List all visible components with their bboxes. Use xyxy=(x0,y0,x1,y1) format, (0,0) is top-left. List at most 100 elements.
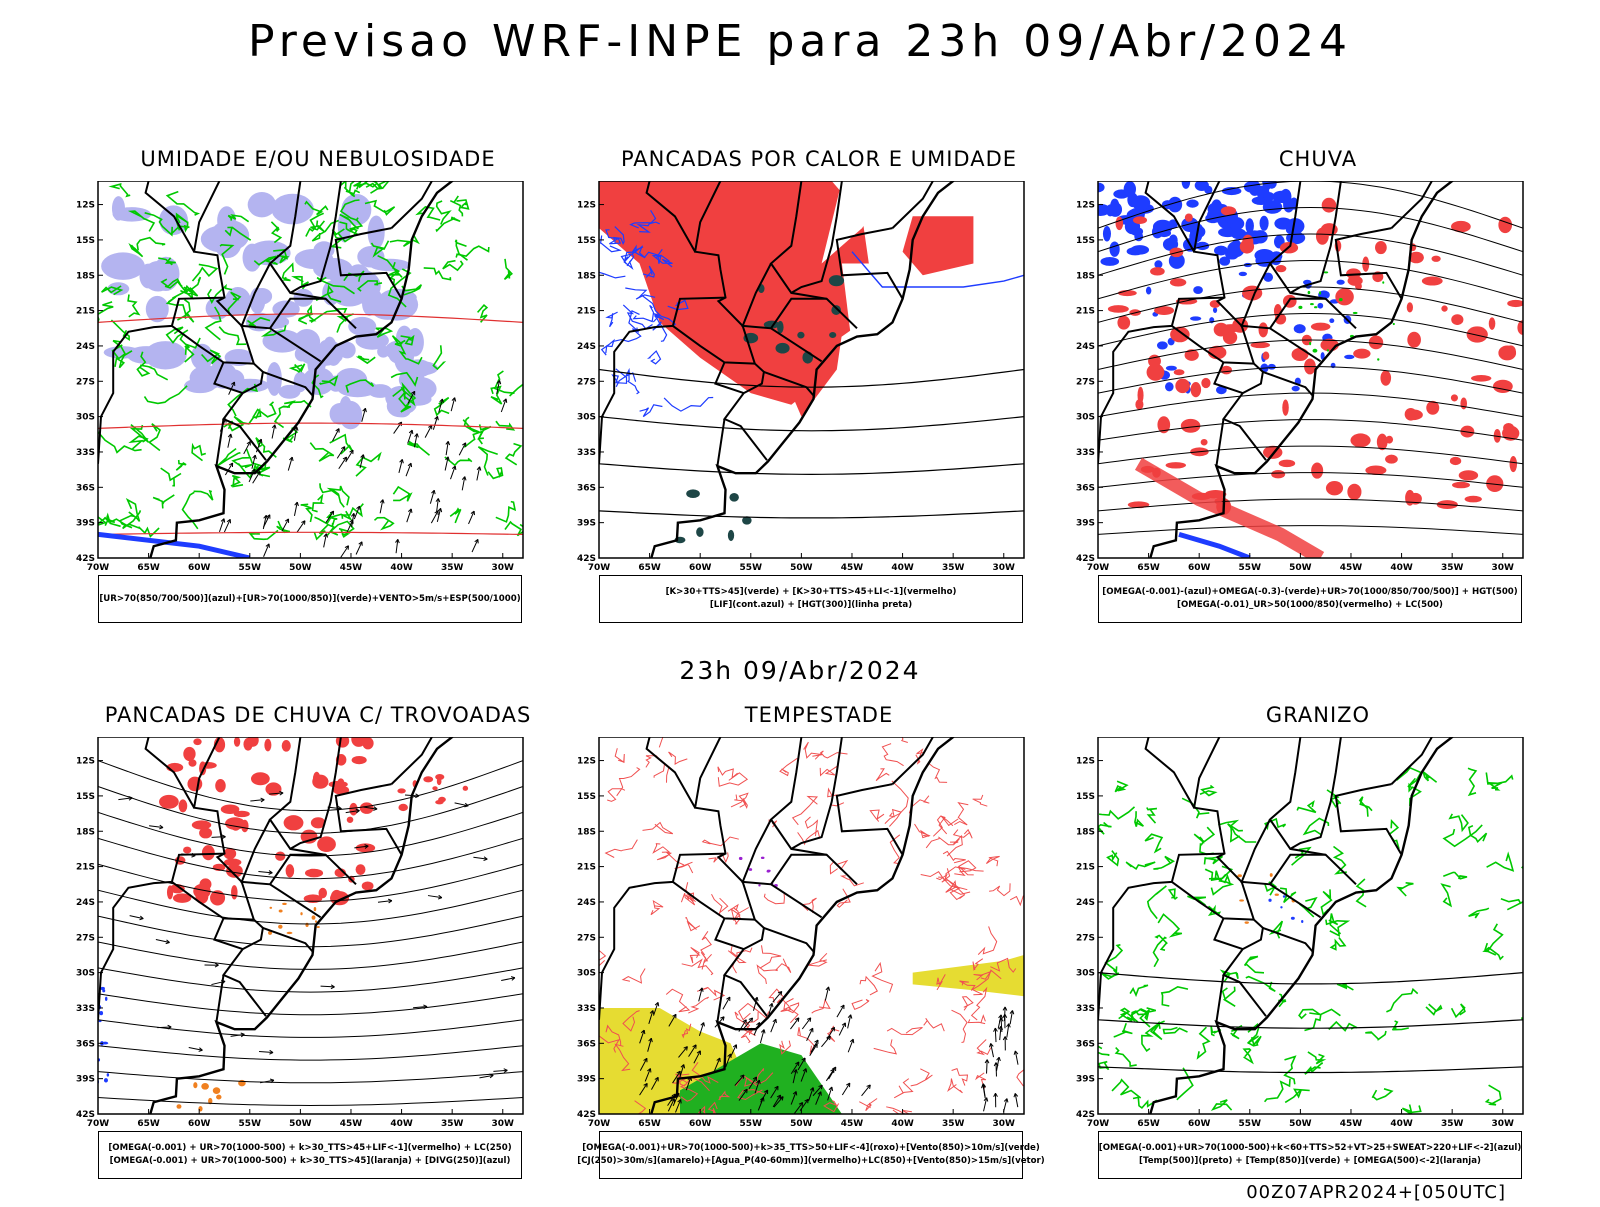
legend-line: [Temp(500)](preto) + [Temp(850)](verde) … xyxy=(1139,1155,1481,1168)
humidity-upper-area xyxy=(248,192,276,217)
thunderstorm-red-area xyxy=(362,737,373,749)
omega-blue-area xyxy=(1222,187,1242,195)
omega-blue-area xyxy=(1213,307,1217,313)
omega-blue-area xyxy=(1131,195,1150,210)
omega-red-area xyxy=(1386,436,1393,444)
map-background xyxy=(98,737,523,1114)
lat-tick-label: 12S xyxy=(1076,757,1095,767)
thunderstorm-red-area xyxy=(352,756,367,764)
lon-tick-label: 50W xyxy=(289,1119,312,1129)
orange-area xyxy=(287,932,293,934)
orange-area xyxy=(278,925,282,929)
wind-vector xyxy=(813,1088,814,1092)
lon-tick-label: 30W xyxy=(1492,563,1515,573)
lat-tick-label: 33S xyxy=(1076,1004,1095,1014)
wind-vector xyxy=(796,1091,797,1095)
orange-area xyxy=(305,923,308,927)
hail-blue-area xyxy=(1301,920,1303,923)
lat-tick-label: 39S xyxy=(577,1075,596,1085)
thunderstorm-red-area xyxy=(423,776,433,782)
lon-tick-label: 30W xyxy=(492,1119,515,1129)
lat-tick-label: 24S xyxy=(577,898,596,908)
thunderstorm-red-area xyxy=(231,885,238,899)
thunderstorm-red-area xyxy=(317,836,336,852)
lat-tick-label: 15S xyxy=(577,236,596,246)
lon-tick-label: 50W xyxy=(289,563,312,573)
lat-tick-label: 39S xyxy=(1076,519,1095,529)
omega-red-area xyxy=(1185,213,1193,221)
lat-tick-label: 12S xyxy=(76,201,95,211)
lat-tick-label: 18S xyxy=(577,271,596,281)
omega-green-area xyxy=(1353,312,1358,314)
omega-blue-area xyxy=(1263,192,1274,201)
omega-green-area xyxy=(1393,323,1395,325)
legend-line: [CJ(250)>30m/s](amarelo)+[Agua_P(40-60mm… xyxy=(577,1155,1044,1168)
thunderstorm-red-area xyxy=(183,847,191,854)
thunderstorm-red-area xyxy=(264,739,271,752)
humidity-upper-area xyxy=(101,252,145,279)
legend-caption: [OMEGA(-0.001) + UR>70(1000-500) + k>30_… xyxy=(98,1131,522,1179)
hail-blue-area xyxy=(1280,906,1282,908)
lat-tick-label: 33S xyxy=(577,448,596,458)
divergence-blue-area xyxy=(99,1011,103,1015)
omega-red-area xyxy=(1450,457,1461,465)
omega-red-area xyxy=(1221,324,1241,332)
lon-tick-label: 55W xyxy=(1239,563,1262,573)
legend-caption: [OMEGA(-0.001)+UR>70(1000-500)+k<60+TTS>… xyxy=(1098,1131,1522,1179)
instability-green-area xyxy=(775,343,789,354)
lon-tick-label: 60W xyxy=(188,1119,211,1129)
lon-tick-label: 60W xyxy=(689,563,712,573)
hail-blue-area xyxy=(1291,917,1295,920)
instability-green-area xyxy=(696,527,703,537)
omega-red-area xyxy=(1166,462,1186,468)
hail-blue-area xyxy=(1268,899,1271,902)
lat-tick-label: 27S xyxy=(1076,377,1095,387)
omega-red-area xyxy=(1350,433,1370,447)
lon-tick-label: 55W xyxy=(239,563,262,573)
omega-red-area xyxy=(1369,335,1383,349)
legend-line: [K>30+TTS>45](verde) + [K>30+TTS>45+LI<-… xyxy=(666,586,957,599)
divergence-blue-area xyxy=(102,1042,108,1045)
omega-orange-area xyxy=(1239,899,1244,901)
omega-red-area xyxy=(1431,256,1440,262)
omega-blue-area xyxy=(1344,355,1354,359)
wind-vector xyxy=(798,1018,799,1022)
lon-tick-label: 45W xyxy=(1340,1119,1363,1129)
lon-tick-label: 55W xyxy=(740,1119,763,1129)
divergence-blue-area xyxy=(104,1078,108,1082)
thunderstorm-red-area xyxy=(225,817,245,830)
orange-area xyxy=(269,907,272,909)
omega-red-area xyxy=(1451,394,1458,401)
lat-tick-label: 36S xyxy=(577,483,596,493)
omega-red-area xyxy=(1108,305,1129,313)
lat-tick-label: 15S xyxy=(76,792,95,802)
lon-tick-label: 70W xyxy=(87,1119,110,1129)
severe-purple-area xyxy=(758,884,760,886)
lon-tick-label: 35W xyxy=(942,563,965,573)
wind-vector xyxy=(731,1054,732,1058)
omega-red-area xyxy=(1405,408,1417,421)
humidity-upper-area xyxy=(339,401,362,429)
wind-vector xyxy=(853,1039,854,1043)
orange-area xyxy=(193,1082,197,1088)
orange-area xyxy=(279,910,283,913)
lon-tick-label: 40W xyxy=(1390,563,1413,573)
map-layers xyxy=(95,181,528,564)
orange-area xyxy=(312,915,316,919)
instability-green-area xyxy=(729,493,738,502)
lat-tick-label: 21S xyxy=(1076,863,1095,873)
lat-tick-label: 36S xyxy=(76,483,95,493)
thunderstorm-red-area xyxy=(362,882,374,891)
main-title: Previsao WRF-INPE para 23h 09/Abr/2024 xyxy=(0,16,1600,67)
lon-tick-label: 45W xyxy=(1340,563,1363,573)
thunderstorm-red-area xyxy=(338,778,344,784)
omega-blue-area xyxy=(1268,364,1276,370)
lat-tick-label: 18S xyxy=(577,827,596,837)
omega-blue-area xyxy=(1292,386,1300,392)
instability-green-area xyxy=(728,530,734,541)
lat-tick-label: 30S xyxy=(1076,969,1095,979)
lon-tick-label: 70W xyxy=(588,563,611,573)
omega-blue-area xyxy=(1166,366,1177,371)
